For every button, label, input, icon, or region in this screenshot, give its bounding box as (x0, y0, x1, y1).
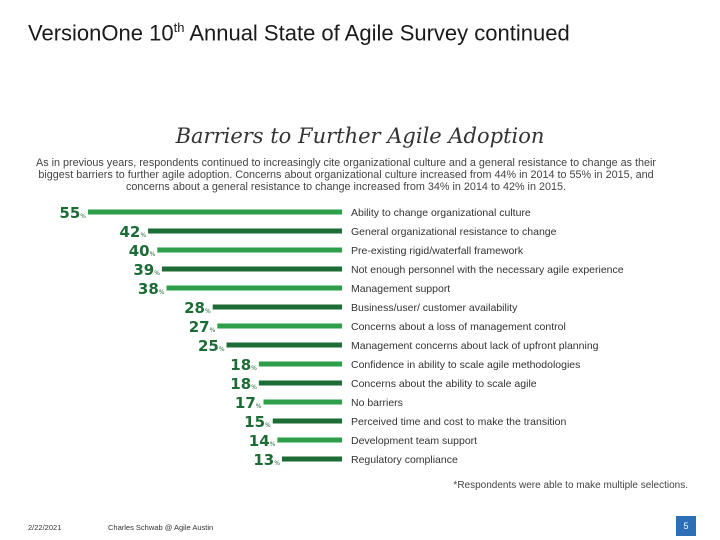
chart-title: Barriers to Further Agile Adoption (175, 124, 545, 148)
bar-value-label: 14% (249, 432, 276, 450)
bar-value-label: 28% (184, 299, 211, 317)
category-label: Business/user/ customer availability (351, 302, 518, 314)
category-label: Concerns about a loss of management cont… (351, 321, 566, 333)
bar-value-label: 15% (244, 413, 271, 431)
bar-7 (226, 342, 342, 348)
bar-1 (148, 228, 342, 234)
bar-12 (277, 437, 342, 443)
footnote: *Respondents were able to make multiple … (453, 480, 688, 491)
bar-value-label: 55% (59, 204, 86, 222)
bar-2 (157, 247, 342, 253)
category-label: Not enough personnel with the necessary … (351, 264, 624, 276)
chart-subtitle: As in previous years, respondents contin… (36, 157, 656, 194)
category-label: Management support (351, 283, 450, 295)
category-label: Confidence in ability to scale agile met… (351, 359, 580, 371)
category-label: Concerns about the ability to scale agil… (351, 378, 537, 390)
bar-4 (166, 285, 342, 291)
category-label: Management concerns about lack of upfron… (351, 340, 599, 352)
bar-8 (258, 361, 342, 367)
bar-value-label: 17% (235, 394, 262, 412)
bar-value-label: 42% (119, 223, 146, 241)
bar-13 (281, 456, 342, 462)
bar-value-label: 39% (133, 261, 160, 279)
bar-value-label: 13% (253, 451, 280, 469)
bar-value-label: 18% (230, 356, 257, 374)
title-superscript: th (173, 20, 185, 35)
footer-credit: Charles Schwab @ Agile Austin (108, 523, 214, 532)
bar-value-label: 25% (198, 337, 225, 355)
category-label: Pre-existing rigid/waterfall framework (351, 245, 524, 257)
bar-value-label: 18% (230, 375, 257, 393)
bar-0 (88, 209, 342, 215)
category-label: No barriers (351, 397, 403, 409)
category-label: Development team support (351, 435, 477, 447)
barriers-bar-chart: 55% Ability to change organizational cult… (59, 204, 624, 469)
bar-9 (258, 380, 342, 386)
category-label: Regulatory compliance (351, 454, 458, 466)
bar-6 (217, 323, 342, 329)
page-number: 5 (676, 516, 696, 536)
bar-5 (212, 304, 342, 310)
bar-value-label: 38% (138, 280, 165, 298)
bar-11 (272, 418, 342, 424)
bar-value-label: 40% (129, 242, 156, 260)
title-rest: Annual State of Agile Survey continued (184, 20, 570, 46)
title-version: Version (28, 20, 102, 46)
slide-title: VersionOne 10th Annual State of Agile Su… (28, 20, 570, 46)
bar-10 (263, 399, 342, 405)
category-label: Ability to change organizational culture (351, 207, 531, 219)
category-label: Perceived time and cost to make the tran… (351, 416, 567, 428)
bar-3 (161, 266, 342, 272)
title-brand: One (101, 20, 143, 46)
bar-value-label: 27% (189, 318, 216, 336)
footer-date: 2/22/2021 (28, 523, 62, 532)
category-label: General organizational resistance to cha… (351, 226, 557, 238)
title-number: 10 (142, 20, 174, 46)
